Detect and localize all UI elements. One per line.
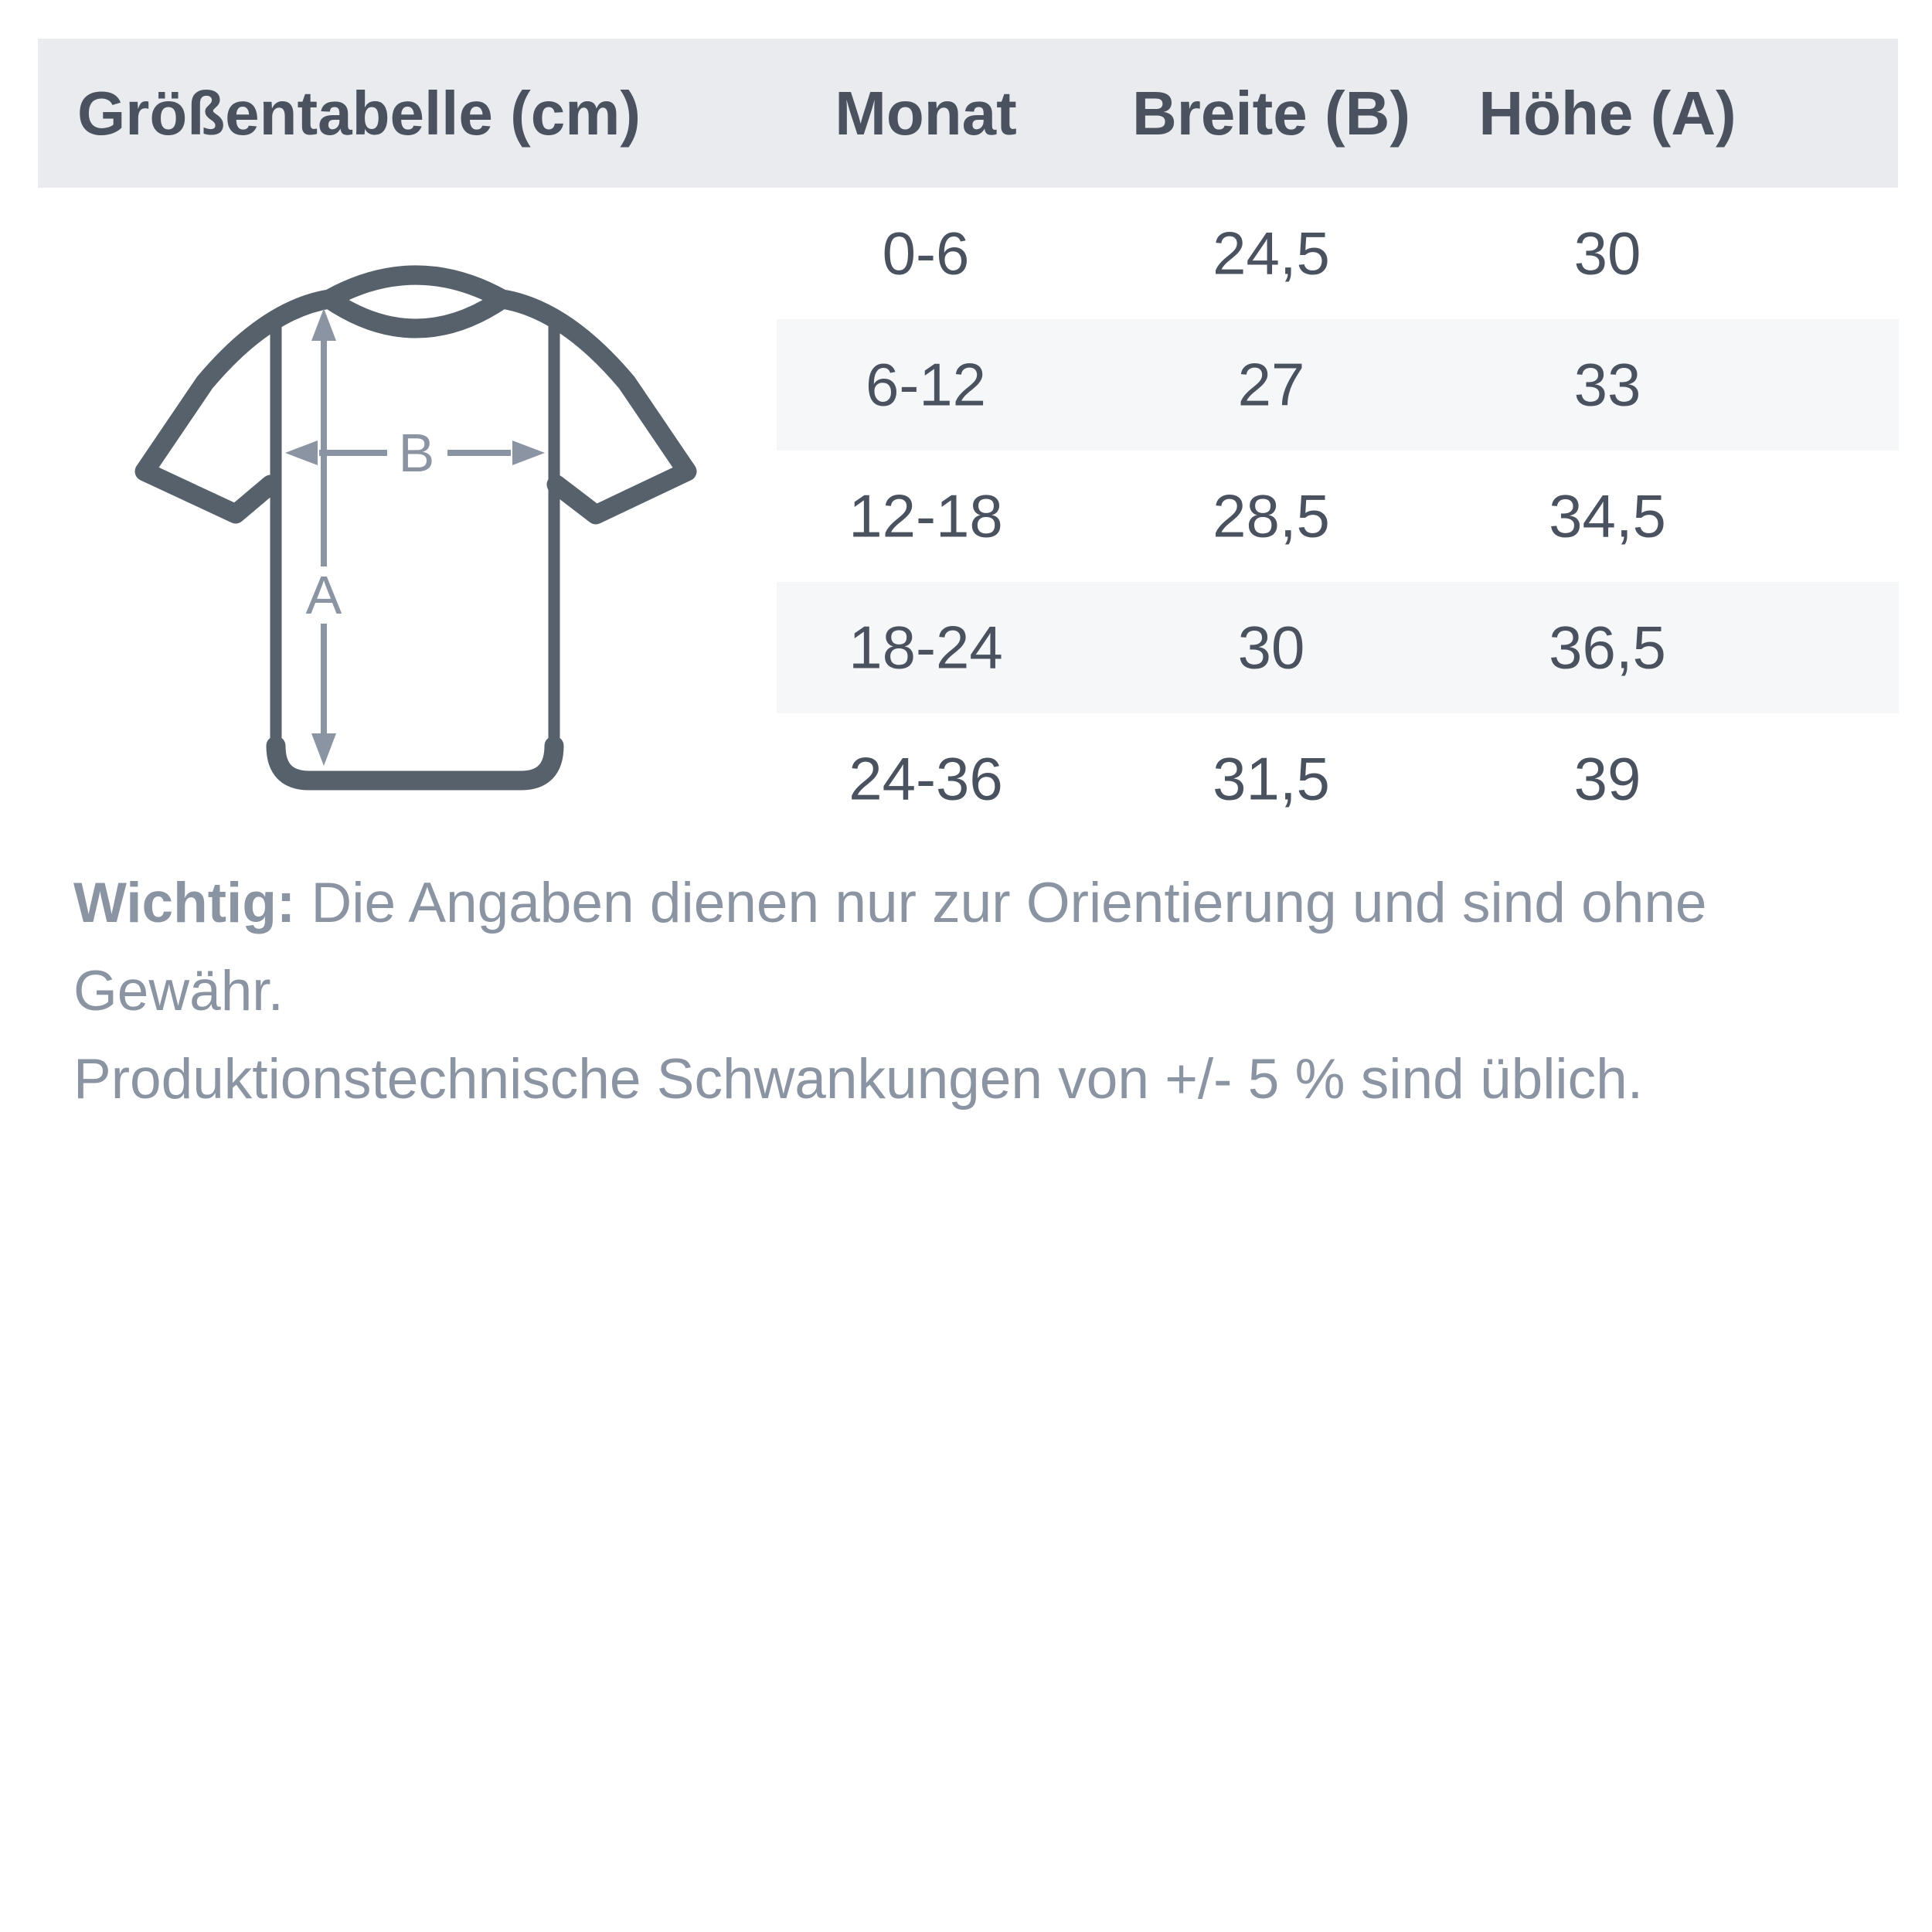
cell-breite: 24,5 bbox=[1213, 219, 1330, 287]
table-row: 24-36 31,5 39 bbox=[777, 713, 1899, 845]
table-row: 6-12 27 33 bbox=[777, 319, 1899, 451]
note-line-1: Wichtig: Die Angaben dienen nur zur Orie… bbox=[73, 859, 1882, 1036]
cell-monat: 24-36 bbox=[849, 744, 1003, 813]
arrowhead-up-icon bbox=[311, 308, 336, 341]
cell-breite: 27 bbox=[1237, 350, 1305, 419]
cell-monat: 18-24 bbox=[849, 613, 1003, 682]
cell-breite: 30 bbox=[1237, 613, 1305, 682]
tshirt-hem bbox=[266, 736, 564, 791]
column-header-breite: Breite (B) bbox=[1131, 78, 1411, 148]
cell-hoehe: 33 bbox=[1573, 350, 1641, 419]
arrowhead-right-icon bbox=[512, 440, 545, 465]
width-dimension-label: B bbox=[399, 423, 435, 483]
column-header-monat: Monat bbox=[835, 78, 1017, 148]
tshirt-shoulders-sleeves bbox=[134, 265, 697, 525]
tshirt-outline bbox=[134, 265, 697, 791]
dimension-arrow-lines bbox=[319, 336, 511, 736]
cell-breite: 28,5 bbox=[1213, 481, 1330, 550]
arrowhead-down-icon bbox=[311, 733, 336, 766]
note-label: Wichtig: bbox=[73, 872, 296, 934]
cell-monat: 6-12 bbox=[865, 350, 987, 419]
tshirt-collar bbox=[319, 289, 512, 338]
column-header-hoehe: Höhe (A) bbox=[1478, 78, 1736, 148]
note-text-1: Die Angaben dienen nur zur Orientierung … bbox=[73, 872, 1707, 1022]
cell-hoehe: 39 bbox=[1573, 744, 1641, 813]
size-table-body: 0-6 24,5 30 6-12 27 33 12-18 28,5 34,5 1… bbox=[777, 188, 1899, 845]
cell-hoehe: 34,5 bbox=[1549, 481, 1666, 550]
cell-monat: 12-18 bbox=[849, 481, 1003, 550]
dimension-arrowheads bbox=[285, 308, 545, 766]
cell-monat: 0-6 bbox=[882, 219, 970, 287]
disclaimer-note: Wichtig: Die Angaben dienen nur zur Orie… bbox=[73, 859, 1882, 1124]
table-row: 0-6 24,5 30 bbox=[777, 188, 1899, 319]
table-row: 18-24 30 36,5 bbox=[777, 582, 1899, 713]
tshirt-side-seams bbox=[270, 319, 560, 755]
page-title: Größentabelle (cm) bbox=[77, 78, 641, 148]
cell-breite: 31,5 bbox=[1213, 744, 1330, 813]
table-header-band: Größentabelle (cm) Monat Breite (B) Höhe… bbox=[38, 39, 1898, 188]
note-line-2: Produktionstechnische Schwankungen von +… bbox=[73, 1048, 1644, 1111]
cell-hoehe: 30 bbox=[1573, 219, 1641, 287]
table-row: 12-18 28,5 34,5 bbox=[777, 451, 1899, 582]
tshirt-diagram: A B bbox=[134, 265, 697, 791]
cell-hoehe: 36,5 bbox=[1549, 613, 1666, 682]
height-dimension-label: A bbox=[306, 565, 342, 625]
arrowhead-left-icon bbox=[285, 440, 318, 465]
